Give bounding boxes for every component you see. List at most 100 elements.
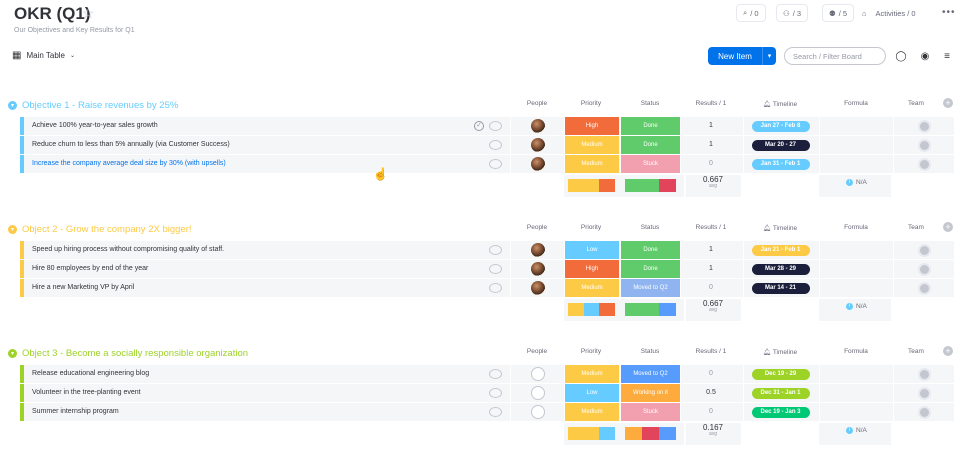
table-row[interactable]: Volunteer in the tree-planting event Low… (20, 384, 954, 403)
results-value[interactable]: 0.5 (680, 384, 741, 402)
comment-bubble-icon[interactable] (489, 283, 502, 293)
priority-label[interactable]: Medium (564, 136, 619, 154)
results-value[interactable]: 1 (680, 136, 741, 154)
column-header-status[interactable]: Status (640, 100, 660, 107)
team-cell[interactable] (893, 403, 954, 421)
more-options-icon[interactable]: ••• (942, 7, 956, 18)
filter-icon[interactable]: ≡ (944, 50, 950, 62)
column-header-timeline[interactable]: 🔔︎ Timeline (762, 349, 798, 356)
new-item-button[interactable]: New Item ▾ (708, 47, 776, 65)
timeline-cell[interactable]: Dec 19 - Jan 3 (743, 403, 817, 421)
column-header-results[interactable]: Results / 1 (695, 224, 727, 231)
board-title[interactable]: OKR (Q1) (14, 4, 91, 23)
priority-summary-bar[interactable] (568, 427, 615, 440)
item-name[interactable]: Reduce churn to less than 5% annually (v… (32, 141, 230, 148)
comment-bubble-icon[interactable] (489, 369, 502, 379)
column-header-timeline[interactable]: 🔔︎ Timeline (762, 101, 798, 108)
column-header-priority[interactable]: Priority (580, 224, 602, 231)
item-name[interactable]: Increase the company average deal size b… (32, 160, 226, 167)
team-cell[interactable] (893, 241, 954, 259)
column-header-results[interactable]: Results / 1 (695, 348, 727, 355)
team-cell[interactable] (893, 136, 954, 154)
priority-label[interactable]: High (564, 260, 619, 278)
timeline-cell[interactable]: Jan 21 - Feb 1 (743, 241, 817, 259)
comment-bubble-icon[interactable] (489, 407, 502, 417)
status-label[interactable]: Stuck (620, 403, 680, 421)
comment-bubble-icon[interactable] (489, 388, 502, 398)
table-row[interactable]: Release educational engineering blog Med… (20, 365, 954, 384)
column-header-formula[interactable]: Formula (844, 100, 868, 107)
column-header-priority[interactable]: Priority (580, 348, 602, 355)
integrations-button[interactable]: ⚇/ 3 (776, 4, 809, 22)
table-row[interactable]: Increase the company average deal size b… (20, 155, 954, 174)
column-header-formula[interactable]: Formula (844, 224, 868, 231)
timeline-cell[interactable]: Dec 19 - 29 (743, 365, 817, 383)
group-title[interactable]: ▾ Object 3 - Become a socially responsib… (8, 346, 248, 360)
column-header-formula[interactable]: Formula (844, 348, 868, 355)
table-row[interactable]: Speed up hiring process without compromi… (20, 241, 954, 260)
timeline-cell[interactable]: Mar 28 - 29 (743, 260, 817, 278)
comment-bubble-icon[interactable] (489, 121, 502, 131)
results-value[interactable]: 0 (680, 279, 741, 297)
team-cell[interactable] (893, 279, 954, 297)
team-cell[interactable] (893, 117, 954, 135)
check-icon[interactable]: ✓ (474, 121, 484, 131)
table-row[interactable]: Achieve 100% year-to-year sales growth ✓… (20, 117, 954, 136)
status-label[interactable]: Done (620, 117, 680, 135)
add-column-icon[interactable]: + (943, 98, 953, 108)
eye-icon[interactable]: ◉ (920, 50, 930, 62)
people-cell[interactable] (510, 260, 564, 278)
column-header-people[interactable]: People (526, 100, 548, 107)
team-cell[interactable] (893, 365, 954, 383)
column-header-results[interactable]: Results / 1 (695, 100, 727, 107)
status-label[interactable]: Moved to Q2 (620, 365, 680, 383)
column-header-people[interactable]: People (526, 348, 548, 355)
column-header-priority[interactable]: Priority (580, 100, 602, 107)
column-header-people[interactable]: People (526, 224, 548, 231)
results-value[interactable]: 1 (680, 241, 741, 259)
table-row[interactable]: Summer internship program Medium Stuck 0… (20, 403, 954, 422)
priority-summary-bar[interactable] (568, 303, 615, 316)
column-header-status[interactable]: Status (640, 348, 660, 355)
status-label[interactable]: Done (620, 136, 680, 154)
item-name[interactable]: Summer internship program (32, 408, 119, 415)
results-value[interactable]: 1 (680, 117, 741, 135)
results-value[interactable]: 0 (680, 155, 741, 173)
column-header-team[interactable]: Team (908, 348, 924, 355)
status-label[interactable]: Moved to Q2 (620, 279, 680, 297)
comment-bubble-icon[interactable] (489, 264, 502, 274)
priority-summary-bar[interactable] (568, 179, 615, 192)
priority-label[interactable]: Low (564, 241, 619, 259)
add-column-icon[interactable]: + (943, 346, 953, 356)
collapse-chevron-icon[interactable]: ▾ (8, 224, 17, 234)
priority-label[interactable]: High (564, 117, 619, 135)
timeline-cell[interactable]: Jan 31 - Feb 1 (743, 155, 817, 173)
people-cell[interactable] (510, 365, 564, 383)
timeline-cell[interactable]: Mar 14 - 21 (743, 279, 817, 297)
members-button[interactable]: ⚉/ 5 (822, 4, 855, 22)
activities-button[interactable]: ⌂ Activities / 0 (862, 8, 916, 18)
item-name[interactable]: Volunteer in the tree-planting event (32, 389, 141, 396)
priority-label[interactable]: Medium (564, 365, 619, 383)
team-cell[interactable] (893, 384, 954, 402)
status-summary-bar[interactable] (625, 179, 676, 192)
person-filter-icon[interactable]: ◯ (895, 50, 907, 62)
results-value[interactable]: 1 (680, 260, 741, 278)
item-name[interactable]: Release educational engineering blog (32, 370, 150, 377)
collapse-chevron-icon[interactable]: ▾ (8, 348, 17, 358)
column-header-status[interactable]: Status (640, 224, 660, 231)
item-name[interactable]: Hire a new Marketing VP by April (32, 284, 135, 291)
people-cell[interactable] (510, 117, 564, 135)
people-cell[interactable] (510, 384, 564, 402)
timeline-cell[interactable]: Dec 31 - Jan 1 (743, 384, 817, 402)
priority-label[interactable]: Medium (564, 279, 619, 297)
status-label[interactable]: Working on it (620, 384, 680, 402)
column-header-team[interactable]: Team (908, 100, 924, 107)
table-row[interactable]: Hire 80 employees by end of the year Hig… (20, 260, 954, 279)
board-description[interactable]: Our Objectives and Key Results for Q1 (14, 27, 135, 34)
status-summary-bar[interactable] (625, 427, 676, 440)
view-tab-main-table[interactable]: ▦ Main Table ⌄ (12, 50, 76, 61)
group-title[interactable]: ▾ Objective 1 - Raise revenues by 25% (8, 98, 178, 112)
item-name[interactable]: Achieve 100% year-to-year sales growth (32, 122, 158, 129)
team-cell[interactable] (893, 155, 954, 173)
